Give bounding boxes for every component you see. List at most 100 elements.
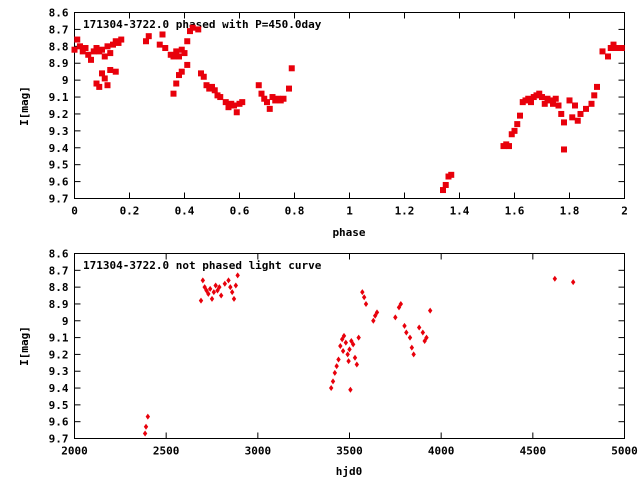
chart-title: 171304-3722.0 phased with P=450.0day [83, 18, 322, 31]
data-point [402, 322, 407, 329]
data-point [347, 346, 352, 353]
data-point [187, 28, 193, 35]
axis-ticks [74, 12, 625, 199]
y-tick-label: 8.7 [49, 264, 69, 277]
x-tick-labels: 2000 2500 3000 3500 4000 4500 5000 [61, 445, 638, 458]
x-tick-label: 3500 [336, 445, 363, 458]
data-point [110, 41, 116, 48]
data-point [217, 94, 224, 101]
data-point [352, 354, 358, 361]
x-tick-label: 2500 [153, 445, 180, 458]
data-point [525, 95, 532, 102]
data-point [93, 80, 100, 87]
data-point [618, 45, 625, 52]
data-point [211, 289, 217, 296]
data-point [222, 99, 229, 106]
data-point [348, 386, 353, 393]
data-point [407, 334, 413, 341]
data-point [229, 289, 235, 296]
data-point [145, 413, 151, 420]
data-point [184, 38, 191, 45]
data-point [176, 72, 182, 79]
data-point [204, 287, 209, 294]
data-point [195, 26, 202, 33]
data-point [211, 87, 218, 94]
data-point [506, 143, 512, 150]
data-point [605, 53, 611, 60]
y-axis-label: I[mag] [18, 86, 31, 126]
data-point [361, 294, 367, 301]
data-point [96, 83, 103, 90]
data-point [101, 53, 108, 60]
y-tick-label: 9.7 [49, 193, 69, 206]
data-point [261, 95, 268, 102]
data-point [200, 73, 207, 80]
data-point [583, 105, 589, 112]
data-point [613, 45, 620, 52]
data-point [198, 297, 204, 304]
data-point [346, 358, 351, 365]
data-point [574, 117, 581, 124]
data-point [286, 85, 292, 92]
data-point [82, 45, 89, 52]
raw-light-curve-panel: 8.68.78.88.999.19.29.39.49.59.69.7 2000 2… [18, 248, 638, 479]
data-point [280, 95, 287, 102]
y-tick-label: 8.8 [49, 281, 69, 294]
data-point [588, 100, 595, 107]
data-point [258, 90, 265, 97]
y-tick-label: 9.5 [49, 159, 69, 172]
data-point [343, 339, 349, 346]
data-point [88, 56, 94, 63]
data-point [112, 68, 119, 75]
data-point [511, 127, 518, 134]
data-point [508, 131, 515, 138]
x-axis-label: phase [332, 226, 365, 239]
y-tick-label: 9.3 [49, 125, 69, 138]
data-point [345, 351, 350, 358]
data-point [591, 92, 598, 99]
data-point [552, 95, 559, 102]
y-tick-label: 8.7 [49, 23, 69, 36]
data-point [514, 121, 521, 128]
data-point [555, 102, 562, 109]
data-point [517, 112, 523, 119]
x-tick-label: 1.2 [395, 205, 415, 218]
data-point [572, 102, 578, 109]
y-axis-label: I[mag] [18, 326, 31, 366]
x-tick-label: 1 [346, 205, 353, 218]
data-point [404, 329, 409, 336]
x-tick-label: 5000 [611, 445, 638, 458]
y-tick-label: 9.6 [49, 416, 69, 429]
y-tick-label: 9.4 [49, 142, 69, 155]
y-tick-label: 8.9 [49, 57, 69, 70]
data-point [374, 309, 380, 316]
data-point [341, 332, 347, 339]
x-tick-label: 0.8 [285, 205, 305, 218]
data-point [566, 97, 573, 104]
data-point [269, 94, 276, 101]
x-tick-label: 4000 [428, 445, 455, 458]
x-axis-label: hjd0 [336, 465, 363, 478]
data-point [198, 70, 204, 77]
data-points [71, 24, 625, 194]
y-tick-label: 8.6 [49, 7, 69, 20]
y-tick-label: 9.4 [49, 382, 69, 395]
data-point [143, 423, 149, 430]
data-point [104, 43, 111, 50]
data-point [93, 45, 100, 52]
data-point [184, 61, 191, 68]
data-point [159, 31, 166, 38]
data-point [156, 41, 163, 48]
data-point [170, 90, 177, 97]
data-point [541, 100, 548, 107]
y-tick-label: 9.2 [49, 108, 69, 121]
data-points [142, 272, 576, 437]
data-point [173, 80, 180, 87]
data-point [85, 51, 92, 58]
data-point [143, 38, 149, 45]
data-point [118, 36, 125, 43]
data-point [142, 430, 148, 437]
data-point [79, 48, 86, 55]
plot-frame [74, 253, 625, 439]
